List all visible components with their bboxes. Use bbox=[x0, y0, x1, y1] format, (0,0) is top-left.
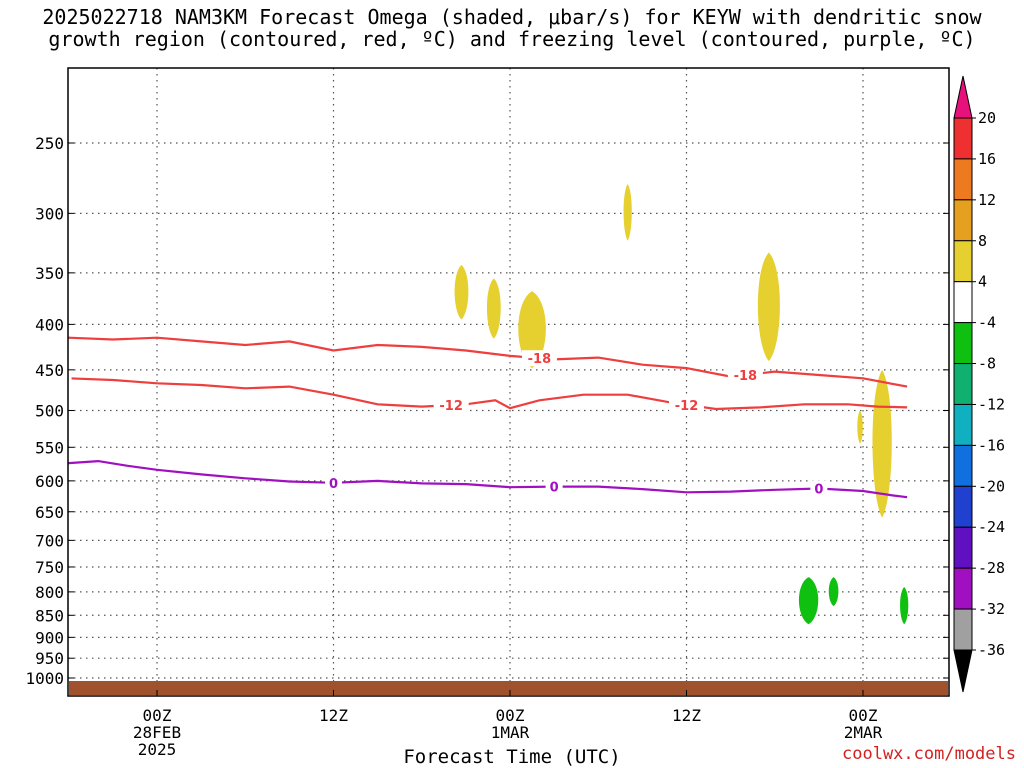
title-line-2: growth region (contoured, red, ºC) and f… bbox=[48, 27, 976, 51]
contour-label: 0 bbox=[550, 481, 559, 496]
contour-label: 0 bbox=[814, 483, 823, 498]
omega-shade-region bbox=[486, 278, 501, 339]
y-tick-label: 1000 bbox=[25, 669, 64, 688]
grid-layer bbox=[68, 68, 949, 696]
colorbar-segment bbox=[953, 363, 973, 405]
y-tick-label: 350 bbox=[35, 264, 64, 283]
colorbar-label: -32 bbox=[978, 600, 1005, 618]
contour-line bbox=[68, 459, 908, 499]
y-tick-label: 850 bbox=[35, 606, 64, 625]
y-tick-label: 750 bbox=[35, 558, 64, 577]
contour-label-bg bbox=[521, 350, 557, 367]
contour-layer: -18-18-12-12 -120 0 0 bbox=[68, 336, 908, 499]
x-tick-label: 12Z bbox=[672, 706, 701, 725]
x-tick-label: 00Z bbox=[143, 706, 172, 725]
contour-label-bg bbox=[325, 474, 342, 491]
title-line-1: 2025022718 NAM3KM Forecast Omega (shaded… bbox=[42, 5, 982, 29]
x-tick-label: 00Z bbox=[496, 706, 525, 725]
omega-shade-region bbox=[518, 291, 546, 369]
omega-shade-region bbox=[757, 252, 780, 362]
colorbar-bottom-arrow bbox=[953, 649, 973, 693]
colorbar-segment bbox=[953, 567, 973, 610]
y-tick-label: 900 bbox=[35, 628, 64, 647]
colorbar-segment bbox=[953, 322, 973, 365]
colorbar-label: -8 bbox=[978, 355, 996, 373]
colorbar-segment bbox=[953, 403, 973, 446]
chart-title: 2025022718 NAM3KM Forecast Omega (shaded… bbox=[0, 6, 1024, 50]
y-tick-label: 550 bbox=[35, 438, 64, 457]
x-tick-date-label: 2MAR bbox=[844, 723, 883, 742]
contour-line bbox=[68, 377, 908, 411]
omega-shade-region bbox=[828, 577, 839, 607]
y-axis: 250 300 350 400 450 500 550 600 650 700 750 800 850 9… bbox=[25, 134, 949, 688]
colorbar-label: -16 bbox=[978, 436, 1005, 454]
colorbar-segment bbox=[953, 281, 973, 324]
colorbar-label: -12 bbox=[978, 395, 1005, 413]
colorbar-label: 4 bbox=[978, 273, 987, 291]
colorbar-label: -36 bbox=[978, 641, 1005, 659]
colorbar-segment bbox=[953, 608, 973, 651]
ground-bar bbox=[69, 681, 948, 695]
credit-text: coolwx.com/models bbox=[842, 744, 1016, 764]
colorbar-top-arrow bbox=[953, 75, 973, 119]
colorbar-segment bbox=[953, 526, 973, 569]
y-tick-label: 950 bbox=[35, 649, 64, 668]
y-tick-label: 450 bbox=[35, 361, 64, 380]
colorbar-label: -20 bbox=[978, 477, 1005, 495]
plot-frame bbox=[67, 67, 950, 697]
y-tick-label: 650 bbox=[35, 503, 64, 522]
y-tick-label: 500 bbox=[35, 402, 64, 421]
contour-label-bg bbox=[727, 366, 763, 383]
omega-shade-region bbox=[900, 587, 909, 625]
omega-shade-region bbox=[857, 410, 863, 444]
contour-label-bg bbox=[810, 480, 828, 497]
colorbar-segment bbox=[953, 444, 973, 487]
omega-shade-region bbox=[798, 577, 819, 625]
x-tick-date-label: 1MAR bbox=[491, 723, 530, 742]
colorbar-label: -4 bbox=[978, 314, 996, 332]
colorbar-segment bbox=[953, 158, 973, 201]
contour-label: -12 bbox=[439, 399, 463, 414]
colorbar-label: 12 bbox=[978, 191, 996, 209]
colorbar-label: 20 bbox=[978, 109, 996, 127]
contour-label: -18 bbox=[734, 369, 758, 384]
y-tick-label: 800 bbox=[35, 583, 64, 602]
contour-label: -18 bbox=[528, 352, 552, 367]
contour-label: 0 bbox=[329, 477, 338, 492]
x-axis-label: Forecast Time (UTC) bbox=[403, 746, 621, 768]
shaded-regions bbox=[454, 183, 909, 625]
colorbar-label: 8 bbox=[978, 232, 987, 250]
contour-label-bg bbox=[68, 369, 72, 386]
colorbar: 20 16 12 8 4 -4 -8 -12 -16 -20 -24 -28 -32 -36 bbox=[953, 75, 1005, 693]
colorbar-label: -28 bbox=[978, 559, 1005, 577]
colorbar-segment bbox=[953, 485, 973, 528]
colorbar-label: -24 bbox=[978, 518, 1005, 536]
y-tick-label: 250 bbox=[35, 134, 64, 153]
y-tick-label: 600 bbox=[35, 472, 64, 491]
omega-shade-region bbox=[454, 265, 469, 320]
contour-label-bg bbox=[669, 396, 704, 413]
x-tick-label: 12Z bbox=[319, 706, 348, 725]
contour-label-bg bbox=[433, 397, 469, 414]
omega-shade-region bbox=[623, 183, 632, 241]
y-tick-label: 700 bbox=[35, 531, 64, 550]
x-tick-date-label: 28FEB bbox=[133, 723, 181, 742]
colorbar-segment bbox=[953, 240, 973, 283]
colorbar-label: 16 bbox=[978, 150, 996, 168]
contour-label-bg bbox=[545, 478, 563, 495]
y-tick-label: 300 bbox=[35, 204, 64, 223]
colorbar-segment bbox=[953, 117, 973, 160]
colorbar-segment bbox=[953, 199, 973, 242]
x-tick-year-label: 2025 bbox=[138, 740, 177, 759]
x-tick-label: 00Z bbox=[849, 706, 878, 725]
y-tick-label: 400 bbox=[35, 315, 64, 334]
contour-label: -12 bbox=[675, 399, 699, 414]
